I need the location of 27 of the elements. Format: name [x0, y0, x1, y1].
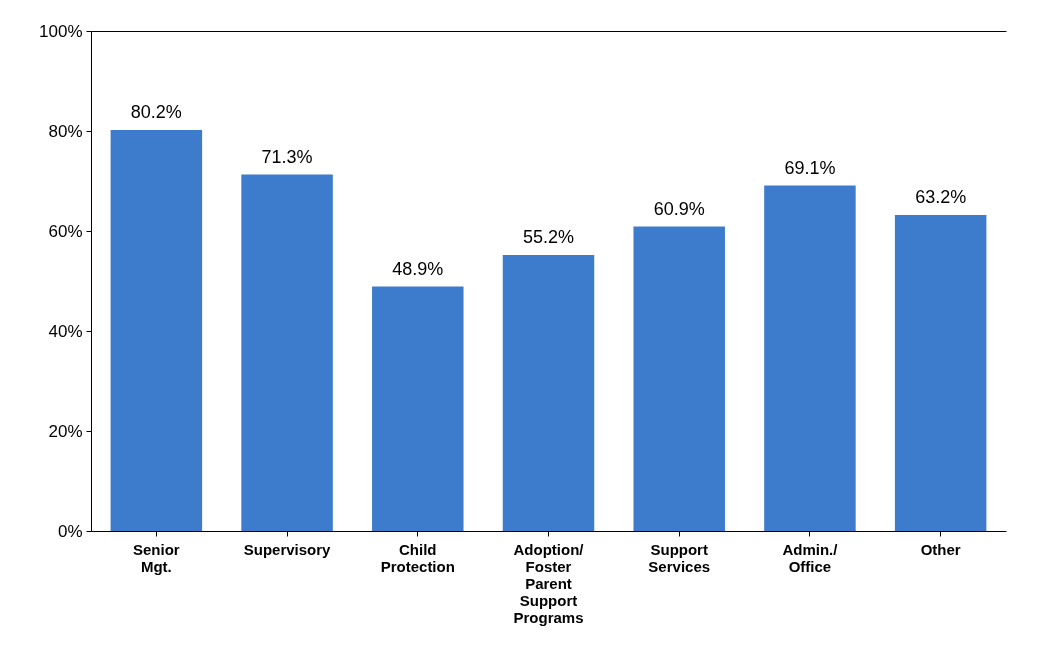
data-label: 69.1% — [784, 157, 836, 178]
y-tick-label: 60% — [48, 221, 83, 241]
data-label: 55.2% — [522, 227, 575, 247]
x-tick-label: Admin./ Office — [782, 540, 839, 575]
bar — [110, 130, 203, 531]
y-tick-label: 40% — [48, 321, 83, 341]
data-label: 80.2% — [130, 102, 182, 122]
data-label: 63.2% — [915, 187, 967, 207]
bar — [372, 286, 464, 531]
y-tick-label: 80% — [48, 121, 83, 141]
x-tick-label: Supervisory — [243, 540, 332, 558]
bar — [633, 226, 725, 531]
x-tick-label: Adoption/ Foster Parent Support Programs — [513, 540, 585, 626]
bar — [764, 185, 856, 531]
data-label: 48.9% — [392, 258, 444, 279]
bar — [502, 255, 595, 531]
bar — [241, 174, 333, 531]
x-tick-label: Support Services — [648, 540, 711, 575]
y-tick-label: 20% — [48, 421, 83, 441]
bar — [894, 215, 987, 531]
data-label: 60.9% — [653, 198, 705, 219]
x-tick-label: Child Protection — [380, 540, 455, 575]
x-tick-label: Senior Mgt. — [133, 540, 180, 575]
y-tick-label: 100% — [39, 21, 83, 41]
y-tick-label: 0% — [57, 521, 83, 541]
x-tick-label: Other — [920, 540, 961, 558]
data-label: 71.3% — [261, 146, 313, 167]
